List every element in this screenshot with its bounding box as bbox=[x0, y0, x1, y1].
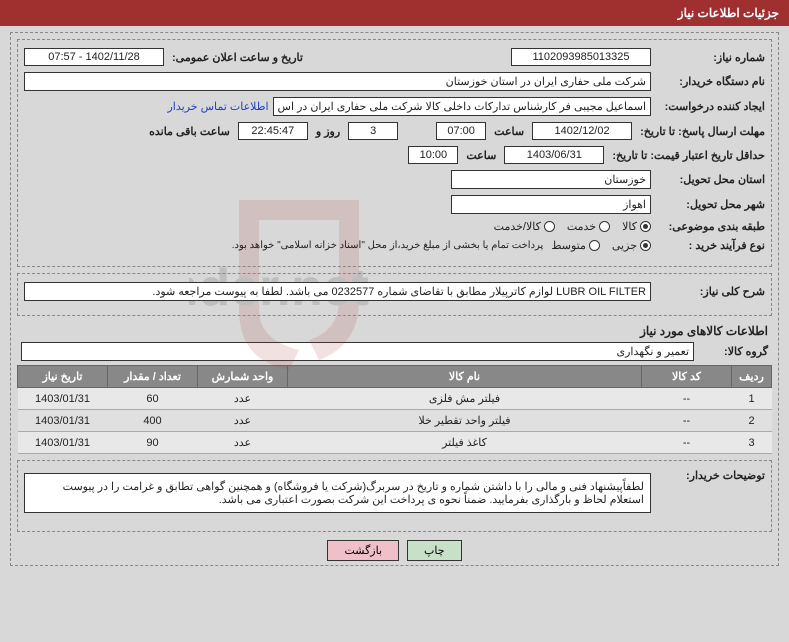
creator-label: ایجاد کننده درخواست: bbox=[655, 100, 765, 113]
validity-date: 1403/06/31 bbox=[504, 146, 604, 164]
days-label: روز و bbox=[312, 125, 344, 138]
table-cell: 1 bbox=[732, 388, 772, 410]
validity-label: حداقل تاریخ اعتبار قیمت: تا تاریخ: bbox=[608, 149, 765, 162]
time-label-1: ساعت bbox=[490, 125, 528, 138]
radio-medium[interactable] bbox=[589, 240, 600, 251]
remain-label: ساعت باقی مانده bbox=[145, 125, 234, 138]
deadline-label: مهلت ارسال پاسخ: تا تاریخ: bbox=[636, 125, 765, 138]
creator-value: اسماعیل مجیبی فر کارشناس تدارکات داخلی ک… bbox=[273, 97, 651, 116]
table-cell: عدد bbox=[198, 432, 288, 454]
table-cell: عدد bbox=[198, 388, 288, 410]
table-cell: کاغذ فیلتر bbox=[288, 432, 642, 454]
radio-both[interactable] bbox=[544, 221, 555, 232]
summary-section: شرح کلی نیاز: LUBR OIL FILTER لوازم کاتر… bbox=[17, 273, 772, 316]
category-radios: کالا خدمت کالا/خدمت bbox=[494, 220, 651, 233]
radio-service[interactable] bbox=[599, 221, 610, 232]
deadline-date: 1402/12/02 bbox=[532, 122, 632, 140]
table-cell: 60 bbox=[108, 388, 198, 410]
table-row: 2--فیلتر واحد تقطیر خلاعدد4001403/01/31 bbox=[18, 410, 772, 432]
announce-value: 1402/11/28 - 07:57 bbox=[24, 48, 164, 66]
contact-link[interactable]: اطلاعات تماس خریدار bbox=[168, 100, 269, 113]
table-cell: 2 bbox=[732, 410, 772, 432]
deadline-time: 07:00 bbox=[436, 122, 486, 140]
category-label: طبقه بندی موضوعی: bbox=[655, 220, 765, 233]
group-label: گروه کالا: bbox=[698, 345, 768, 358]
process-radios: جزیی متوسط bbox=[551, 239, 651, 252]
main-container: شماره نیاز: 1102093985013325 تاریخ و ساع… bbox=[10, 32, 779, 566]
buyer-label: نام دستگاه خریدار: bbox=[655, 75, 765, 88]
table-cell: 1403/01/31 bbox=[18, 388, 108, 410]
goods-section-title: اطلاعات کالاهای مورد نیاز bbox=[21, 324, 768, 338]
announce-label: تاریخ و ساعت اعلان عمومی: bbox=[168, 51, 307, 64]
table-cell: -- bbox=[642, 432, 732, 454]
buyer-value: شرکت ملی حفاری ایران در استان خوزستان bbox=[24, 72, 651, 91]
print-button[interactable]: چاپ bbox=[407, 540, 462, 561]
time-label-2: ساعت bbox=[462, 149, 500, 162]
page-header: جزئیات اطلاعات نیاز bbox=[0, 0, 789, 26]
table-cell: 1403/01/31 bbox=[18, 432, 108, 454]
countdown-value: 22:45:47 bbox=[238, 122, 308, 140]
table-cell: 1403/01/31 bbox=[18, 410, 108, 432]
page-title: جزئیات اطلاعات نیاز bbox=[678, 6, 779, 20]
col-row: ردیف bbox=[732, 366, 772, 388]
table-row: 3--کاغذ فیلترعدد901403/01/31 bbox=[18, 432, 772, 454]
validity-time: 10:00 bbox=[408, 146, 458, 164]
province-value: خوزستان bbox=[451, 170, 651, 189]
province-label: استان محل تحویل: bbox=[655, 173, 765, 186]
description-section: توضیحات خریدار: لطفاًپیشنهاد فنی و مالی … bbox=[17, 460, 772, 532]
button-bar: چاپ بازگشت bbox=[11, 540, 778, 561]
radio-minor[interactable] bbox=[640, 240, 651, 251]
process-label: نوع فرآیند خرید : bbox=[655, 239, 765, 252]
buyer-desc-label: توضیحات خریدار: bbox=[655, 469, 765, 482]
req-no-value: 1102093985013325 bbox=[511, 48, 651, 66]
table-cell: -- bbox=[642, 410, 732, 432]
col-date: تاریخ نیاز bbox=[18, 366, 108, 388]
table-row: 1--فیلتر مش فلزیعدد601403/01/31 bbox=[18, 388, 772, 410]
table-cell: 90 bbox=[108, 432, 198, 454]
table-cell: 400 bbox=[108, 410, 198, 432]
summary-label: شرح کلی نیاز: bbox=[655, 285, 765, 298]
col-qty: تعداد / مقدار bbox=[108, 366, 198, 388]
table-cell: عدد bbox=[198, 410, 288, 432]
req-no-label: شماره نیاز: bbox=[655, 51, 765, 64]
col-name: نام کالا bbox=[288, 366, 642, 388]
col-code: کد کالا bbox=[642, 366, 732, 388]
info-section: شماره نیاز: 1102093985013325 تاریخ و ساع… bbox=[17, 39, 772, 267]
city-label: شهر محل تحویل: bbox=[655, 198, 765, 211]
days-value: 3 bbox=[348, 122, 398, 140]
goods-table: ردیف کد کالا نام کالا واحد شمارش تعداد /… bbox=[17, 365, 772, 454]
summary-value: LUBR OIL FILTER لوازم کاترپیلار مطابق با… bbox=[24, 282, 651, 301]
col-unit: واحد شمارش bbox=[198, 366, 288, 388]
back-button[interactable]: بازگشت bbox=[327, 540, 399, 561]
buyer-desc-value: لطفاًپیشنهاد فنی و مالی را با داشتن شمار… bbox=[24, 473, 651, 513]
process-note: پرداخت تمام یا بخشی از مبلغ خرید،از محل … bbox=[232, 240, 544, 251]
radio-goods[interactable] bbox=[640, 221, 651, 232]
table-cell: فیلتر واحد تقطیر خلا bbox=[288, 410, 642, 432]
table-cell: -- bbox=[642, 388, 732, 410]
city-value: اهواز bbox=[451, 195, 651, 214]
table-cell: فیلتر مش فلزی bbox=[288, 388, 642, 410]
table-cell: 3 bbox=[732, 432, 772, 454]
group-value: تعمیر و نگهداری bbox=[21, 342, 694, 361]
